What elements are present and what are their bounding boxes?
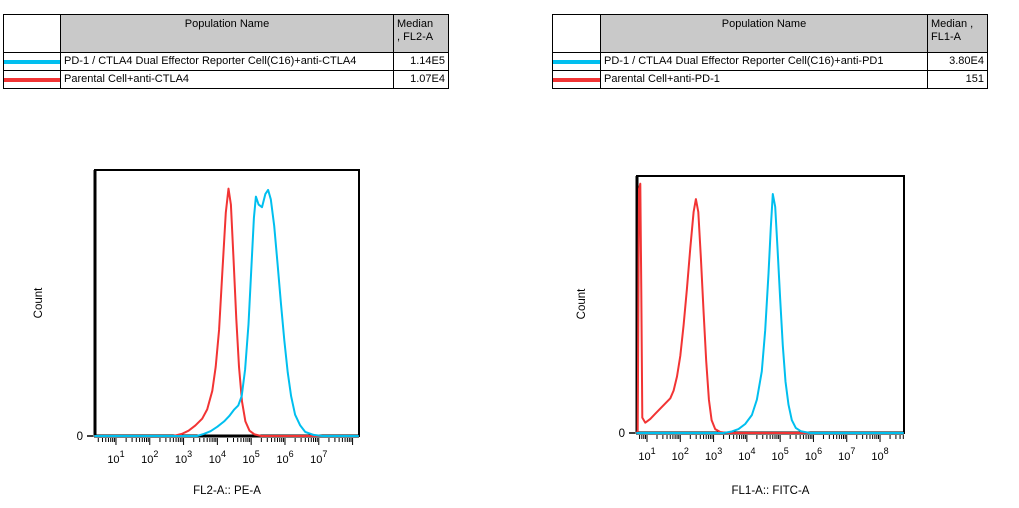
- series-color-swatch-cyan: [4, 59, 60, 64]
- y-zero-label: 0: [619, 428, 625, 440]
- x-tick-label: 104: [738, 446, 755, 463]
- median-value-cell: 3.80E4: [927, 52, 988, 71]
- series-swatch-cell: [3, 70, 61, 89]
- median-header-line2: FL1-A: [931, 31, 961, 43]
- x-tick-label: 103: [705, 446, 722, 463]
- population-name-header: Population Name: [600, 14, 928, 53]
- population-name-cell: PD-1 / CTLA4 Dual Effector Reporter Cell…: [600, 52, 928, 71]
- series-curve-1: [94, 187, 359, 437]
- population-table-left: Population Name Median , FL2-A PD-1 / CT…: [3, 14, 449, 89]
- series-swatch-cell: [552, 52, 601, 71]
- population-name-cell: Parental Cell+anti-PD-1: [600, 70, 928, 89]
- x-tick-label: 106: [805, 446, 822, 463]
- median-header-line2: , FL2-A: [397, 31, 434, 43]
- x-axis-title: FL1-A:: FITC-A: [732, 485, 810, 497]
- median-value-cell: 1.14E5: [393, 52, 449, 71]
- series-color-swatch-red: [4, 77, 60, 82]
- x-tick-label: 103: [175, 449, 192, 466]
- population-table-right: Population Name Median , FL1-A PD-1 / CT…: [552, 14, 988, 89]
- table-row: PD-1 / CTLA4 Dual Effector Reporter Cell…: [552, 52, 988, 71]
- x-tick-label: 102: [141, 449, 158, 466]
- x-tick-label: 105: [772, 446, 789, 463]
- swatch-column-header: [552, 14, 601, 53]
- median-header: Median , FL1-A: [927, 14, 988, 53]
- x-tick-label: 107: [310, 449, 327, 466]
- series-curve-1: [636, 182, 904, 434]
- y-zero-label: 0: [77, 431, 83, 443]
- table-row: Parental Cell+anti-PD-1 151: [552, 70, 988, 89]
- median-header: Median , FL2-A: [393, 14, 449, 53]
- plot-border: [636, 175, 905, 434]
- population-name-cell: PD-1 / CTLA4 Dual Effector Reporter Cell…: [60, 52, 394, 71]
- series-curve-0: [636, 193, 904, 434]
- x-tick-label: 106: [276, 449, 293, 466]
- population-name-header: Population Name: [60, 14, 394, 53]
- table-header-row: Population Name Median , FL1-A: [552, 14, 988, 53]
- swatch-column-header: [3, 14, 61, 53]
- x-tick-label: 105: [243, 449, 260, 466]
- median-value-cell: 151: [927, 70, 988, 89]
- table-row: PD-1 / CTLA4 Dual Effector Reporter Cell…: [3, 52, 449, 71]
- table-row: Parental Cell+anti-CTLA4 1.07E4: [3, 70, 449, 89]
- x-axis-title: FL2-A:: PE-A: [193, 485, 261, 497]
- x-tick-label: 108: [871, 446, 888, 463]
- table-header-row: Population Name Median , FL2-A: [3, 14, 449, 53]
- series-color-swatch-cyan: [553, 59, 600, 64]
- x-tick-label: 101: [638, 446, 655, 463]
- series-swatch-cell: [552, 70, 601, 89]
- series-curve-0: [94, 188, 359, 437]
- x-tick-label: 104: [209, 449, 226, 466]
- series-color-swatch-red: [553, 77, 600, 82]
- median-header-line1: Median: [397, 18, 434, 30]
- y-axis-title: Count: [576, 288, 588, 319]
- population-name-cell: Parental Cell+anti-CTLA4: [60, 70, 394, 89]
- x-tick-label: 101: [107, 449, 124, 466]
- x-tick-label: 107: [838, 446, 855, 463]
- median-header-line1: Median ,: [931, 18, 974, 30]
- x-tick-label: 102: [672, 446, 689, 463]
- median-value-cell: 1.07E4: [393, 70, 449, 89]
- y-axis-title: Count: [33, 287, 45, 318]
- series-swatch-cell: [3, 52, 61, 71]
